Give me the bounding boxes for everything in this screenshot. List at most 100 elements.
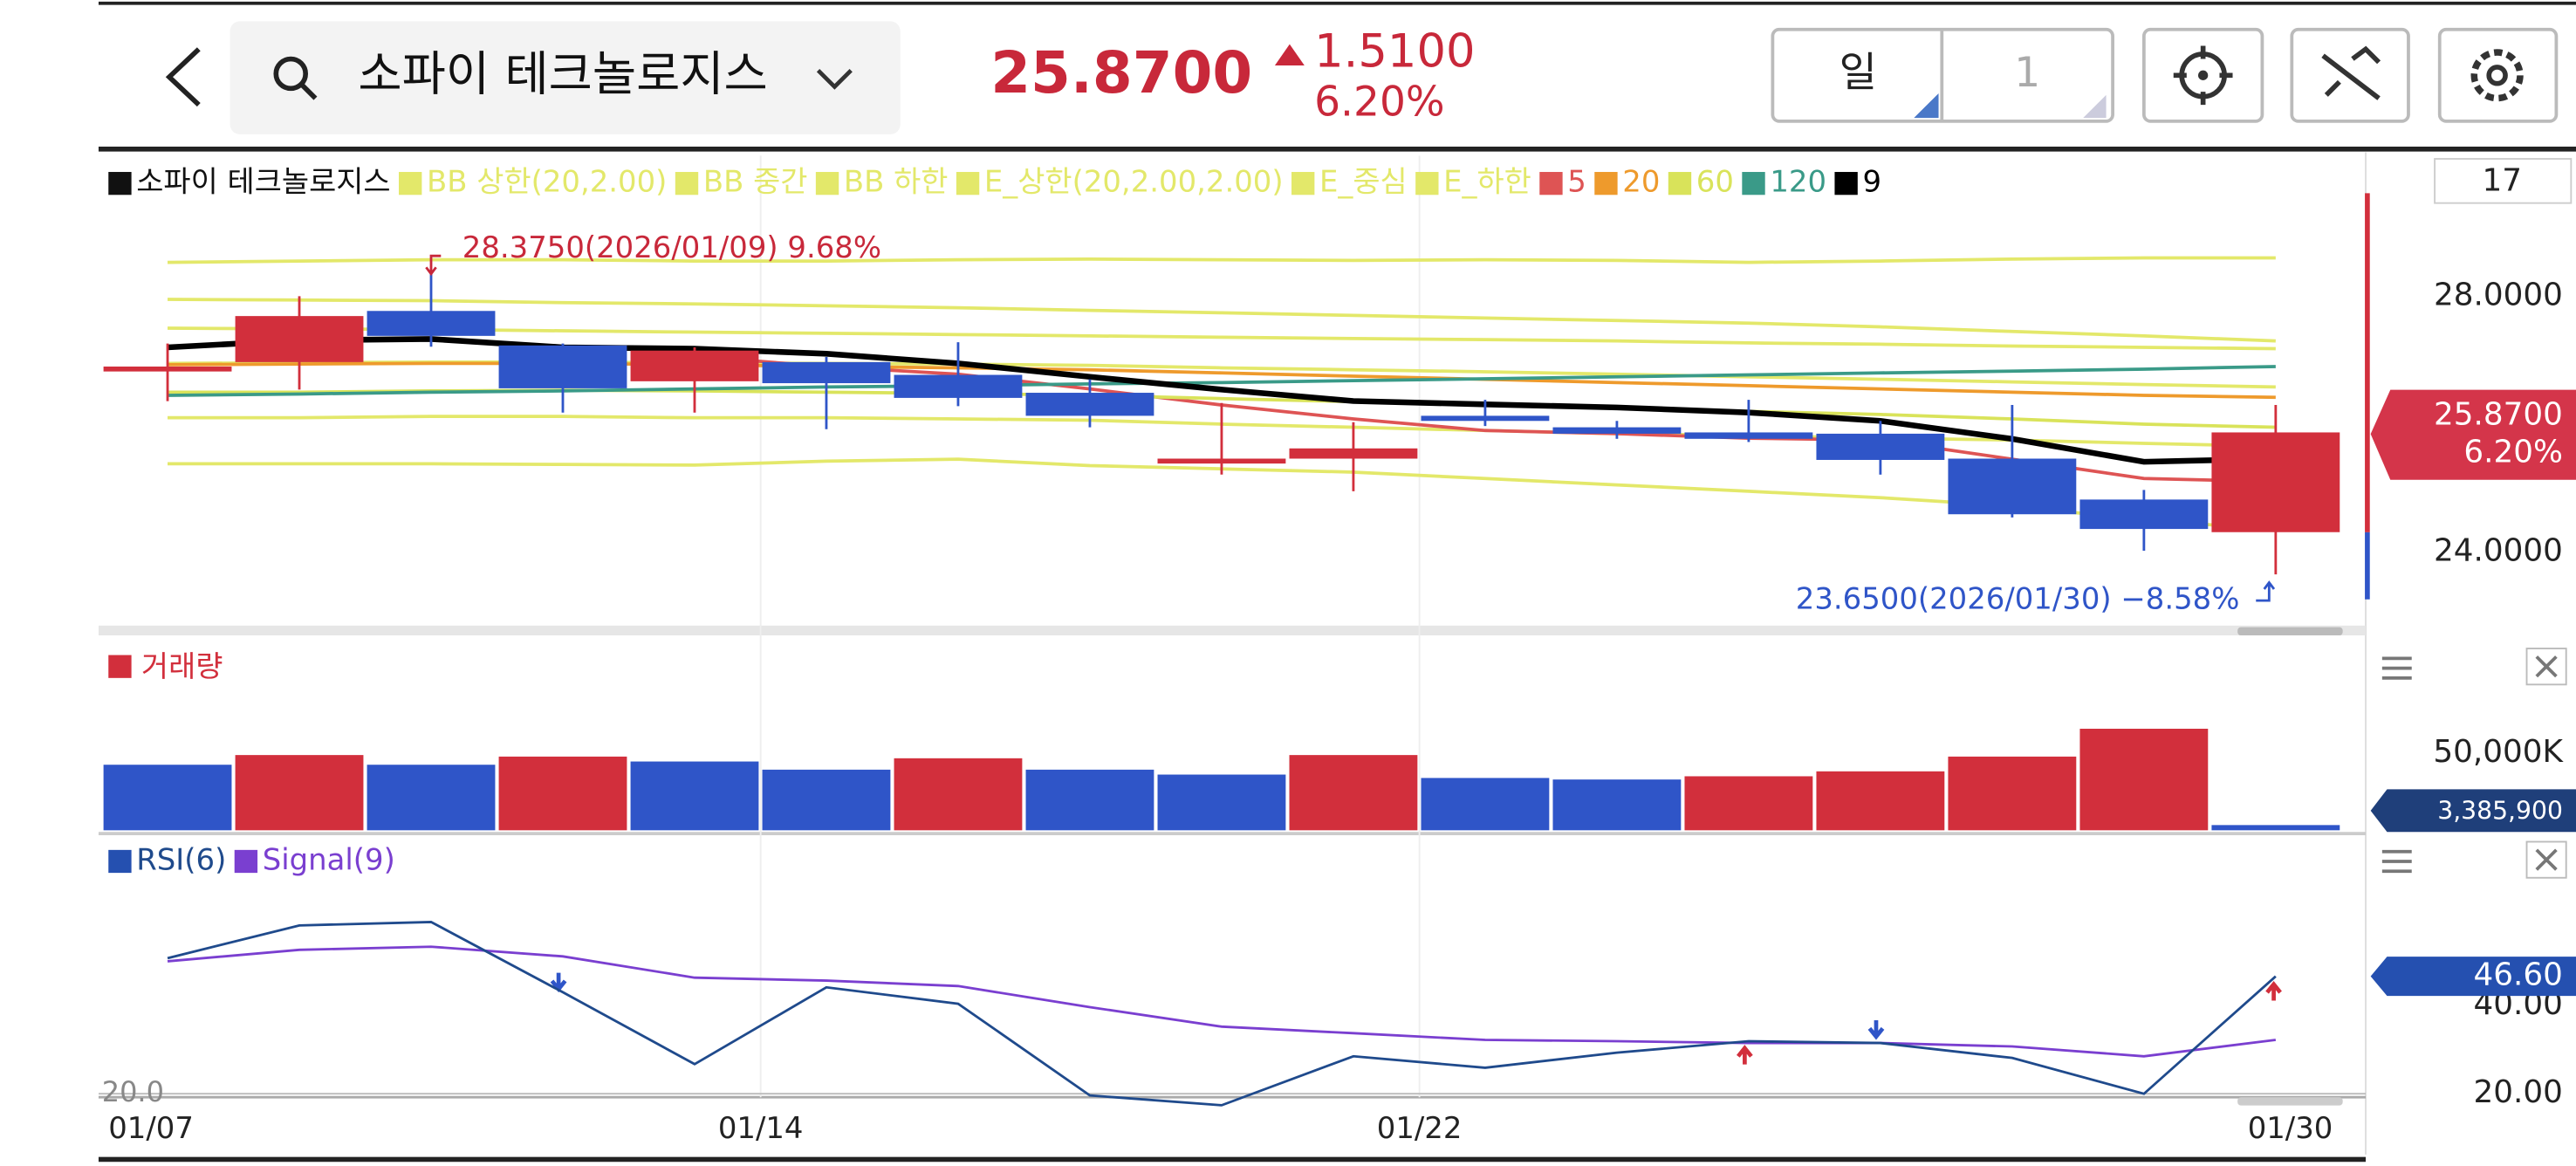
candle-body bbox=[103, 367, 232, 372]
y-tick-label: 24.0000 bbox=[2434, 532, 2563, 568]
x-tick-label: 01/07 bbox=[108, 1111, 194, 1145]
search-icon-handle bbox=[300, 83, 318, 100]
candle-body bbox=[498, 345, 627, 388]
y-tick-label: 28.0000 bbox=[2434, 277, 2563, 312]
search-icon bbox=[273, 56, 308, 92]
buy-signal bbox=[1737, 1045, 1753, 1065]
candle-body bbox=[1552, 427, 1682, 434]
rsi-line bbox=[167, 920, 2277, 1107]
legend-swatch bbox=[108, 849, 132, 874]
candle-body bbox=[1289, 448, 1418, 459]
high-annotation: 28.3750(2026/01/09) 9.68% bbox=[462, 230, 881, 264]
legend-label: E_하한 bbox=[1443, 165, 1531, 199]
legend-swatch bbox=[675, 172, 699, 195]
price-change-pct: 6.20% bbox=[1314, 79, 1444, 127]
menu-icon[interactable] bbox=[2381, 656, 2412, 680]
indicator-line bbox=[167, 336, 2276, 465]
legend-swatch bbox=[1668, 172, 1692, 195]
price-label: 25.8700 bbox=[2434, 397, 2563, 433]
candle-body bbox=[2211, 432, 2340, 532]
legend-label: 60 bbox=[1696, 165, 1734, 199]
scroll-handle[interactable] bbox=[2237, 627, 2343, 636]
period-button[interactable]: 일 bbox=[1840, 49, 1877, 97]
legend-label: BB 상한(20,2.00) bbox=[427, 165, 667, 199]
low-marker bbox=[2256, 580, 2276, 602]
volume-bar bbox=[1025, 769, 1154, 831]
sell-signal bbox=[1867, 1020, 1885, 1040]
close-icon bbox=[2535, 848, 2558, 871]
legend-swatch bbox=[1742, 172, 1765, 195]
volume-bar bbox=[1948, 756, 2077, 831]
volume-bar bbox=[1684, 776, 1813, 831]
candle-body bbox=[1816, 433, 1945, 460]
candle-body bbox=[894, 374, 1023, 398]
x-tick-label: 01/14 bbox=[718, 1111, 804, 1145]
legend-swatch bbox=[1594, 172, 1618, 195]
indicator-line bbox=[168, 298, 2276, 343]
candle-body bbox=[1948, 458, 2077, 515]
y-tick-label: 20.00 bbox=[2474, 1074, 2563, 1110]
candle-body bbox=[1421, 415, 1550, 422]
dropdown-chevron[interactable] bbox=[816, 69, 853, 90]
legend-swatch bbox=[1834, 172, 1858, 195]
scroll-handle[interactable] bbox=[2237, 1097, 2343, 1106]
candle-body bbox=[2079, 499, 2209, 530]
legend-swatch bbox=[1291, 172, 1315, 195]
period-count[interactable]: 1 bbox=[2014, 49, 2040, 97]
candle-body bbox=[1684, 432, 1813, 439]
volume-label: 3,385,900 bbox=[2437, 797, 2563, 826]
legend-swatch bbox=[399, 172, 422, 195]
high-marker bbox=[425, 254, 442, 277]
volume-bar bbox=[2211, 825, 2340, 831]
volume-bar bbox=[762, 769, 891, 831]
up-triangle bbox=[1274, 44, 1305, 66]
legend-label: 5 bbox=[1567, 165, 1586, 199]
price-label-pct: 6.20% bbox=[2463, 435, 2563, 470]
current-price: 25.8700 bbox=[990, 39, 1252, 106]
legend-swatch bbox=[234, 849, 258, 874]
gear-outer bbox=[2470, 49, 2524, 102]
volume-bar bbox=[1157, 774, 1286, 831]
legend-label: 20 bbox=[1622, 165, 1660, 199]
legend-swatch bbox=[108, 655, 132, 678]
x-tick-label: 01/22 bbox=[1377, 1111, 1463, 1145]
indicator-line bbox=[168, 256, 2276, 264]
rsi-label: 46.60 bbox=[2474, 957, 2563, 993]
legend-label: BB 중간 bbox=[703, 165, 808, 199]
volume-bar bbox=[235, 755, 364, 831]
indicator-line bbox=[168, 365, 2276, 397]
settings-button[interactable] bbox=[2437, 27, 2559, 123]
volume-bar bbox=[367, 765, 496, 831]
rsi-line bbox=[167, 945, 2277, 1058]
x-tick-label: 01/30 bbox=[2248, 1111, 2333, 1145]
legend-label: 9 bbox=[1862, 165, 1881, 199]
candle-body bbox=[1025, 393, 1154, 416]
volume-bar bbox=[894, 758, 1023, 831]
candle-body bbox=[1157, 458, 1286, 464]
price-change: 1.5100 bbox=[1314, 25, 1475, 79]
indicator-line bbox=[168, 326, 2276, 351]
buy-signal bbox=[2265, 980, 2282, 1001]
visible-count: 17 bbox=[2483, 162, 2523, 198]
legend-label: 120 bbox=[1770, 165, 1826, 199]
crosshair-ticks bbox=[2173, 45, 2233, 106]
drawing-icon bbox=[2321, 45, 2381, 100]
close-icon bbox=[2535, 655, 2558, 678]
low-annotation: 23.6500(2026/01/30) −8.58% bbox=[1796, 582, 2240, 616]
legend-swatch bbox=[108, 172, 132, 195]
volume-bar bbox=[103, 765, 232, 831]
search-box[interactable] bbox=[230, 21, 901, 134]
volume-bar bbox=[630, 761, 759, 831]
price-label-box bbox=[2370, 389, 2576, 480]
volume-bar bbox=[1289, 755, 1418, 831]
legend-swatch bbox=[815, 172, 839, 195]
legend-label: E_상한(20,2.00,2.00) bbox=[984, 165, 1284, 199]
back-button[interactable] bbox=[165, 47, 201, 107]
count-box bbox=[2434, 158, 2573, 204]
menu-icon[interactable] bbox=[2381, 849, 2412, 874]
candle-body bbox=[630, 350, 759, 381]
plot-area bbox=[98, 155, 2367, 1107]
volume-label-box bbox=[2370, 789, 2576, 833]
